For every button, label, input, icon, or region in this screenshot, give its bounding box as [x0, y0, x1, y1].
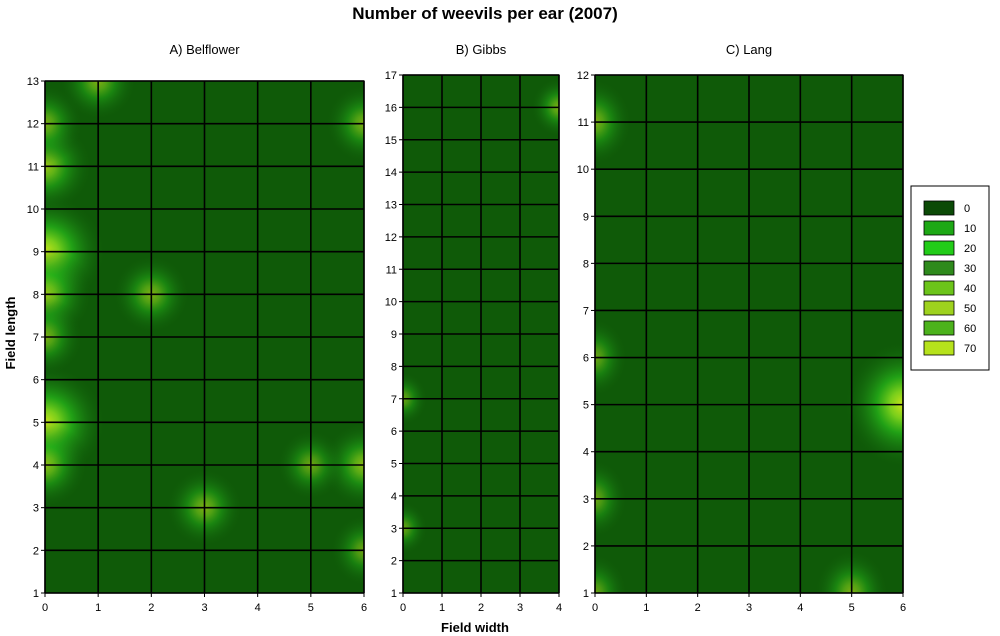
y-tick-label: 6 [33, 375, 39, 387]
legend-label: 40 [964, 283, 976, 295]
x-tick-label: 2 [478, 602, 484, 614]
x-tick-label: 3 [517, 602, 523, 614]
legend-swatch [923, 260, 955, 276]
chart-title: Number of weevils per ear (2007) [352, 4, 618, 23]
legend-swatch [923, 300, 955, 316]
y-tick-label: 13 [385, 200, 397, 212]
legend-label: 50 [964, 303, 976, 315]
y-tick-label: 4 [391, 491, 397, 503]
x-tick-label: 3 [201, 602, 207, 614]
y-tick-label: 15 [385, 135, 397, 147]
y-tick-label: 9 [33, 247, 39, 259]
x-tick-label: 2 [695, 602, 701, 614]
x-tick-label: 3 [746, 602, 752, 614]
y-tick-label: 3 [583, 494, 589, 506]
y-tick-label: 12 [577, 70, 589, 82]
panel-title: B) Gibbs [456, 42, 507, 57]
x-tick-label: 5 [849, 602, 855, 614]
legend-swatch [923, 220, 955, 236]
x-tick-label: 1 [643, 602, 649, 614]
y-tick-label: 7 [33, 332, 39, 344]
y-tick-label: 7 [391, 394, 397, 406]
legend-label: 60 [964, 323, 976, 335]
y-tick-label: 5 [583, 400, 589, 412]
x-tick-label: 0 [42, 602, 48, 614]
x-tick-label: 5 [308, 602, 314, 614]
y-tick-label: 11 [386, 264, 397, 276]
y-tick-label: 12 [385, 232, 397, 244]
y-tick-label: 3 [33, 503, 39, 515]
y-tick-label: 10 [385, 297, 397, 309]
x-tick-label: 1 [439, 602, 445, 614]
y-tick-label: 10 [27, 204, 39, 216]
x-tick-label: 6 [361, 602, 367, 614]
legend-swatch [923, 280, 955, 296]
legend-label: 20 [964, 243, 976, 255]
legend-label: 70 [964, 343, 976, 355]
y-tick-label: 11 [28, 161, 39, 173]
legend-label: 10 [964, 223, 976, 235]
y-tick-label: 9 [583, 211, 589, 223]
legend-swatch [923, 340, 955, 356]
y-tick-label: 7 [583, 305, 589, 317]
y-tick-label: 4 [583, 447, 589, 459]
y-tick-label: 1 [33, 588, 39, 600]
legend-box [910, 185, 990, 371]
x-tick-label: 0 [592, 602, 598, 614]
legend-swatch [923, 200, 955, 216]
y-tick-label: 8 [33, 289, 39, 301]
panel-title: C) Lang [726, 42, 772, 57]
x-tick-label: 4 [255, 602, 261, 614]
y-tick-label: 14 [385, 167, 397, 179]
legend-label: 0 [964, 203, 970, 215]
chart-legend: 0 10 20 30 40 50 60 70 [910, 185, 990, 371]
y-tick-label: 17 [385, 70, 397, 82]
y-tick-label: 4 [33, 460, 39, 472]
y-tick-label: 13 [27, 76, 39, 88]
y-tick-label: 5 [391, 459, 397, 471]
y-tick-label: 2 [583, 541, 589, 553]
y-tick-label: 2 [391, 556, 397, 568]
hotspot-layer [45, 81, 364, 586]
y-tick-label: 5 [33, 417, 39, 429]
x-tick-label: 0 [400, 602, 406, 614]
legend-swatch [923, 240, 955, 256]
y-tick-label: 3 [391, 523, 397, 535]
x-tick-label: 6 [900, 602, 906, 614]
y-tick-label: 8 [583, 258, 589, 270]
legend-swatch [923, 320, 955, 336]
y-tick-label: 2 [33, 545, 39, 557]
y-tick-label: 9 [391, 329, 397, 341]
y-axis-label: Field length [3, 296, 18, 369]
grid-lines [402, 74, 560, 594]
y-tick-label: 8 [391, 361, 397, 373]
y-tick-label: 10 [577, 164, 589, 176]
weevil-hotspot [595, 553, 628, 593]
y-tick-label: 1 [391, 588, 397, 600]
y-tick-label: 6 [583, 353, 589, 365]
legend-label: 30 [964, 263, 976, 275]
y-tick-label: 1 [583, 588, 589, 600]
x-tick-label: 4 [556, 602, 562, 614]
y-tick-label: 12 [27, 119, 39, 131]
y-tick-label: 11 [578, 117, 589, 129]
x-tick-label: 1 [95, 602, 101, 614]
y-tick-label: 6 [391, 426, 397, 438]
x-tick-label: 2 [148, 602, 154, 614]
x-axis-label: Field width [441, 620, 509, 635]
x-tick-label: 4 [797, 602, 803, 614]
panel-title: A) Belflower [169, 42, 240, 57]
y-tick-label: 16 [385, 102, 397, 114]
